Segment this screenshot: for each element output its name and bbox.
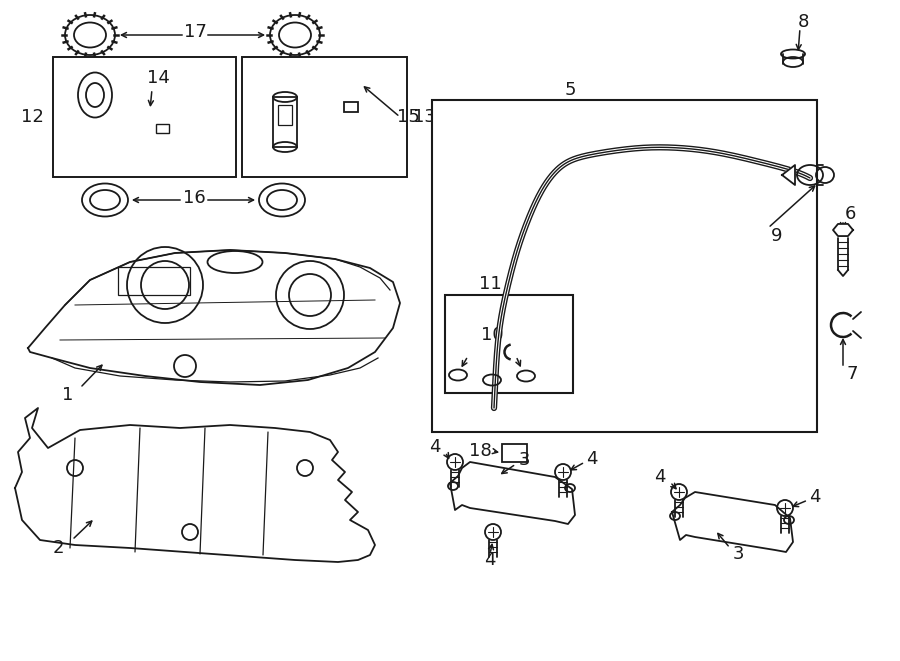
Text: 15: 15 xyxy=(397,108,419,126)
Bar xyxy=(53,57,236,177)
Text: 8: 8 xyxy=(797,13,809,31)
Bar xyxy=(156,124,169,133)
Polygon shape xyxy=(782,165,795,185)
Bar xyxy=(278,105,292,125)
Text: 18: 18 xyxy=(469,442,491,460)
Text: 4: 4 xyxy=(586,450,598,468)
Bar xyxy=(344,102,358,112)
Text: 4: 4 xyxy=(484,551,496,569)
Text: 13: 13 xyxy=(412,108,436,126)
Polygon shape xyxy=(833,224,853,236)
Text: 14: 14 xyxy=(147,69,169,87)
Text: 5: 5 xyxy=(564,81,576,99)
Polygon shape xyxy=(28,250,400,385)
Text: 4: 4 xyxy=(654,468,666,486)
Polygon shape xyxy=(15,408,375,562)
Text: 1: 1 xyxy=(62,386,74,404)
Bar xyxy=(118,267,190,295)
Text: 3: 3 xyxy=(518,451,530,469)
Text: 2: 2 xyxy=(52,539,64,557)
Text: 17: 17 xyxy=(184,23,206,41)
Bar xyxy=(242,57,407,177)
Text: 4: 4 xyxy=(429,438,441,456)
Text: 3: 3 xyxy=(733,545,743,563)
Bar xyxy=(432,100,817,432)
Text: 16: 16 xyxy=(183,189,205,207)
Text: 6: 6 xyxy=(844,205,856,223)
Polygon shape xyxy=(672,492,793,552)
Text: 11: 11 xyxy=(479,275,501,293)
Bar xyxy=(502,444,527,462)
Text: 9: 9 xyxy=(771,227,783,245)
Text: 12: 12 xyxy=(21,108,43,126)
Text: 10: 10 xyxy=(481,326,503,344)
Polygon shape xyxy=(450,462,575,524)
Bar xyxy=(445,295,573,393)
Text: 4: 4 xyxy=(809,488,821,506)
Bar xyxy=(273,97,297,147)
Text: 7: 7 xyxy=(846,365,858,383)
